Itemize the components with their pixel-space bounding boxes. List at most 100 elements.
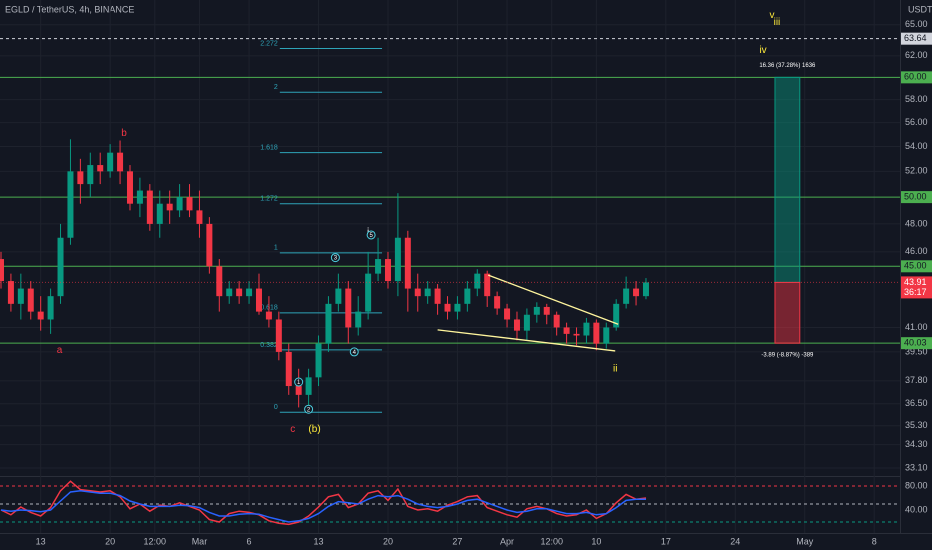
candle-body bbox=[285, 351, 292, 387]
candle-body bbox=[156, 203, 163, 224]
candle-body bbox=[226, 288, 233, 297]
wave-number: 2 bbox=[307, 407, 311, 413]
candle-body bbox=[146, 190, 153, 224]
wave-circle bbox=[304, 404, 314, 414]
level-label: 45.00 bbox=[904, 261, 927, 271]
price-tag bbox=[901, 276, 932, 299]
candle-body bbox=[325, 303, 332, 344]
indicator-tick-label: 40.00 bbox=[905, 504, 928, 514]
fib-label: 2.272 bbox=[260, 40, 278, 47]
candle-body bbox=[7, 281, 14, 304]
y-tick-label: 41.00 bbox=[905, 322, 928, 332]
x-tick-label: Mar bbox=[192, 536, 208, 546]
position-profit bbox=[774, 76, 801, 283]
candle-body bbox=[136, 190, 143, 204]
y-tick-label: 36.50 bbox=[905, 398, 928, 408]
candle-body bbox=[523, 314, 530, 331]
x-tick-label: 24 bbox=[730, 536, 740, 546]
trend-line bbox=[487, 274, 619, 325]
y-tick-label: 56.00 bbox=[905, 117, 928, 127]
candle-body bbox=[246, 288, 253, 297]
candle-body bbox=[335, 288, 342, 304]
candle-body bbox=[484, 273, 491, 297]
indicator-tick-label: 80.00 bbox=[905, 480, 928, 490]
wave-number: 1 bbox=[297, 380, 301, 386]
candle-body bbox=[593, 322, 600, 344]
fib-label: 0 bbox=[274, 404, 278, 411]
candle-body bbox=[444, 303, 451, 312]
x-tick-label: 10 bbox=[591, 536, 601, 546]
position-stop-label: -3.89 (-8.87%) -389 bbox=[761, 353, 814, 359]
wave-number: 5 bbox=[369, 233, 373, 239]
candle-body bbox=[613, 303, 620, 328]
level-label: 50.00 bbox=[904, 191, 927, 201]
wave-number: 3 bbox=[334, 256, 338, 262]
countdown: 36:17 bbox=[904, 287, 927, 297]
candle-body bbox=[107, 152, 114, 172]
candle-body bbox=[345, 288, 352, 328]
candle-body bbox=[255, 288, 262, 312]
candle-body bbox=[186, 197, 193, 211]
candle-body bbox=[126, 171, 133, 204]
candle-body bbox=[474, 273, 481, 289]
position-target-label: 16.36 (37.28%) 1636 bbox=[759, 63, 816, 69]
candle-body bbox=[404, 237, 411, 289]
x-tick-label: 20 bbox=[105, 536, 115, 546]
x-tick-label: 13 bbox=[36, 536, 46, 546]
indicator-line bbox=[0, 490, 646, 523]
candle-body bbox=[77, 171, 84, 185]
candle-body bbox=[57, 237, 64, 297]
candle-body bbox=[37, 311, 44, 320]
level-label: 60.00 bbox=[904, 72, 927, 82]
candle-body bbox=[553, 314, 560, 328]
y-tick-label: 54.00 bbox=[905, 141, 928, 151]
y-tick-label: 52.00 bbox=[905, 166, 928, 176]
candle-body bbox=[454, 303, 461, 312]
position-loss bbox=[774, 281, 801, 344]
candle-body bbox=[196, 210, 203, 224]
y-tick-label: 65.00 bbox=[905, 19, 928, 29]
candle-body bbox=[543, 306, 550, 315]
level-label: 63.64 bbox=[904, 33, 927, 43]
trend-line bbox=[437, 329, 616, 352]
candle-body bbox=[414, 288, 421, 297]
candle-body bbox=[603, 327, 610, 344]
currency: USDT bbox=[908, 4, 932, 14]
candle-body bbox=[494, 296, 501, 309]
level-tag bbox=[901, 191, 932, 204]
wave-label: a bbox=[57, 345, 63, 356]
fib-label: 0.382 bbox=[260, 342, 278, 349]
candle-body bbox=[513, 319, 520, 331]
candle-body bbox=[573, 333, 580, 336]
level-tag bbox=[901, 71, 932, 84]
last-price-label: 43.91 bbox=[904, 277, 927, 287]
candle-body bbox=[166, 203, 173, 211]
wave-circle bbox=[294, 377, 304, 387]
candle-body bbox=[384, 259, 391, 282]
x-tick-label: 27 bbox=[452, 536, 462, 546]
y-tick-label: 34.30 bbox=[905, 439, 928, 449]
candle-body bbox=[394, 237, 401, 282]
y-tick-label: 46.00 bbox=[905, 246, 928, 256]
x-tick-label: 8 bbox=[872, 536, 877, 546]
y-tick-label: 58.00 bbox=[905, 94, 928, 104]
chart-title: EGLD / TetherUS, 4h, BINANCE bbox=[5, 4, 134, 14]
candle-body bbox=[117, 152, 124, 172]
x-tick-label: 12:00 bbox=[144, 536, 167, 546]
x-tick-label: May bbox=[796, 536, 814, 546]
candle-body bbox=[642, 282, 649, 297]
wave-label: c bbox=[290, 424, 295, 435]
wave-number: 4 bbox=[353, 350, 357, 356]
wave-circle bbox=[330, 253, 340, 263]
y-tick-label: 35.30 bbox=[905, 420, 928, 430]
y-tick-label: 39.50 bbox=[905, 346, 928, 356]
candle-body bbox=[623, 288, 630, 304]
candle-body bbox=[97, 165, 104, 172]
candle-body bbox=[17, 288, 24, 304]
candle-body bbox=[176, 197, 183, 211]
candle-body bbox=[67, 171, 74, 238]
wave-label: v bbox=[769, 10, 774, 21]
